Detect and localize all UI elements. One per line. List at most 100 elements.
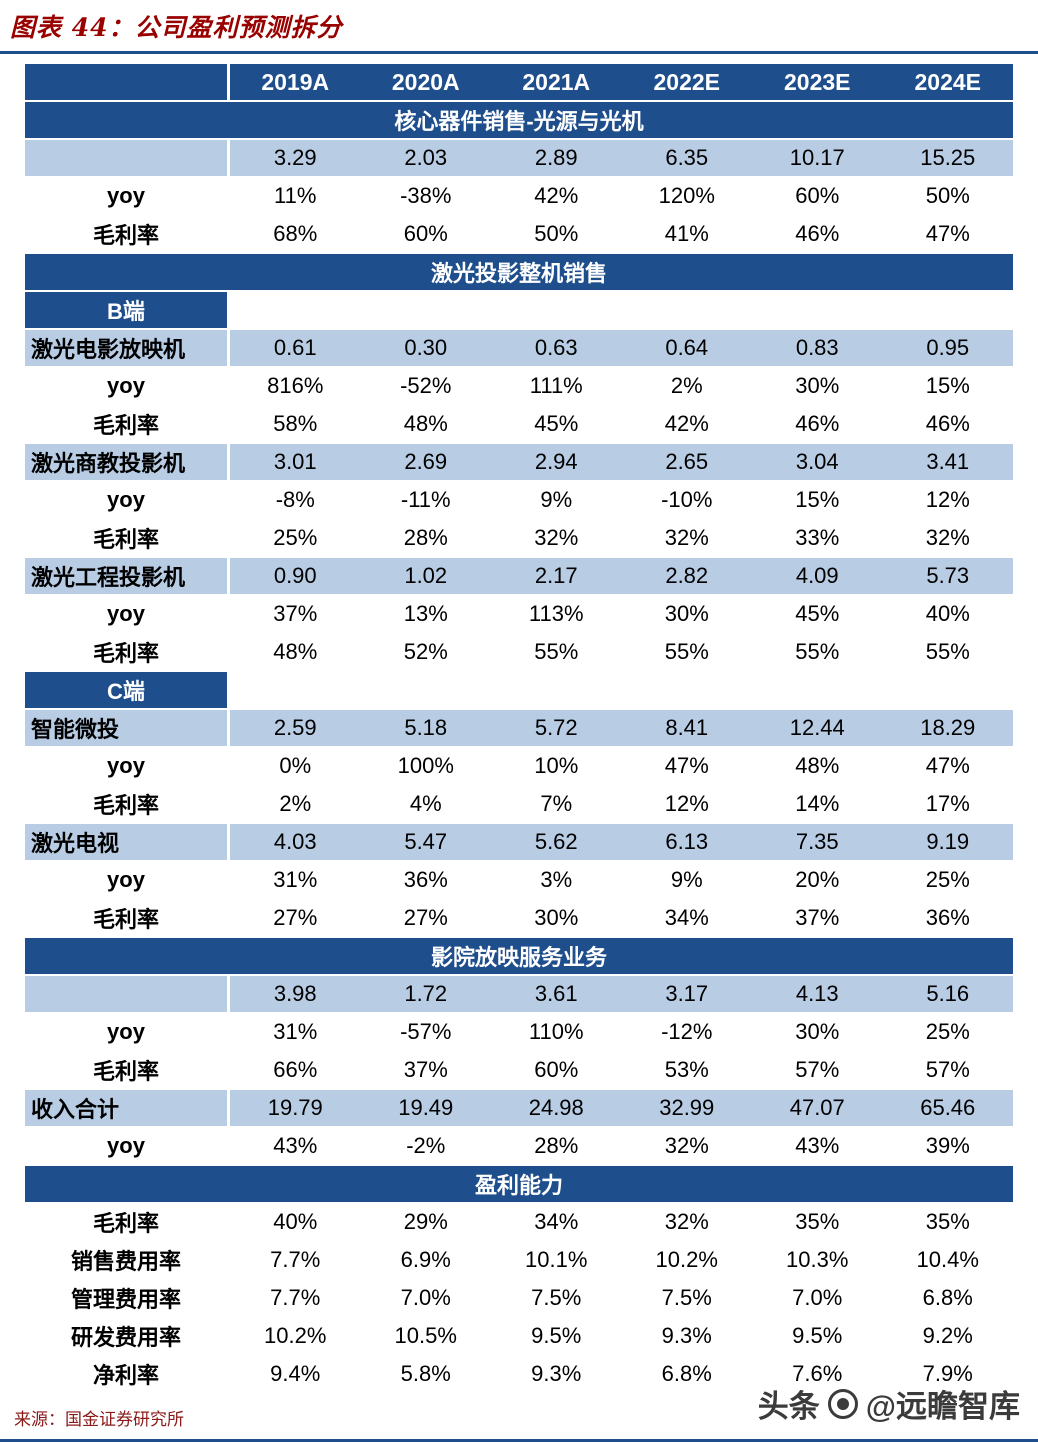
cell-value: 60% <box>491 1052 622 1088</box>
row-label: 毛利率 <box>25 406 230 442</box>
row-label: 毛利率 <box>25 1204 230 1240</box>
cell-value: 7.5% <box>621 1280 752 1316</box>
cell-value: 2.59 <box>230 710 361 746</box>
row-label: 毛利率 <box>25 786 230 822</box>
cell-value: 6.13 <box>621 824 752 860</box>
table-row: 销售费用率 7.7% 6.9% 10.1% 10.2% 10.3% 10.4% <box>25 1242 1013 1278</box>
cell-value: 28% <box>491 1128 622 1164</box>
table-row: yoy 0% 100% 10% 47% 48% 47% <box>25 748 1013 784</box>
cell-value: 28% <box>360 520 491 556</box>
table-row: yoy -8% -11% 9% -10% 15% 12% <box>25 482 1013 518</box>
cell-value: 34% <box>621 900 752 936</box>
subsection-filler <box>230 672 1013 708</box>
cell-value: 27% <box>360 900 491 936</box>
cell-value: 4.09 <box>752 558 883 594</box>
table-row: 管理费用率 7.7% 7.0% 7.5% 7.5% 7.0% 6.8% <box>25 1280 1013 1316</box>
cell-value: 19.79 <box>230 1090 361 1126</box>
row-label: 收入合计 <box>25 1090 230 1126</box>
cell-value: 60% <box>752 178 883 214</box>
table-row: 激光电视 4.03 5.47 5.62 6.13 7.35 9.19 <box>25 824 1013 860</box>
cell-value: 3.04 <box>752 444 883 480</box>
cell-value: 2% <box>621 368 752 404</box>
cell-value: 50% <box>491 216 622 252</box>
cell-value: 10.4% <box>882 1242 1013 1278</box>
watermark-logo-icon <box>827 1388 858 1419</box>
watermark: 头条 @远瞻智库 <box>758 1381 1020 1426</box>
cell-value: 10.2% <box>621 1242 752 1278</box>
row-label <box>25 976 230 1012</box>
cell-value: 31% <box>230 1014 361 1050</box>
watermark-brand: 头条 <box>757 1389 820 1424</box>
cell-value: 55% <box>752 634 883 670</box>
cell-value: 33% <box>752 520 883 556</box>
row-label: yoy <box>25 1014 230 1050</box>
row-label: 毛利率 <box>25 216 230 252</box>
cell-value: 35% <box>882 1204 1013 1240</box>
cell-value: 0% <box>230 748 361 784</box>
cell-value: 120% <box>621 178 752 214</box>
cell-value: 0.90 <box>230 558 361 594</box>
source-note: 来源：国金证券研究所 <box>14 1410 184 1429</box>
cell-value: 42% <box>621 406 752 442</box>
footer-divider <box>0 1439 1038 1442</box>
row-label: yoy <box>25 596 230 632</box>
row-label: yoy <box>25 748 230 784</box>
row-label: 毛利率 <box>25 634 230 670</box>
cell-value: 8.41 <box>621 710 752 746</box>
table-row: 净利率 9.4% 5.8% 9.3% 6.8% 7.6% 7.9% <box>25 1356 1013 1392</box>
cell-value: -52% <box>360 368 491 404</box>
cell-value: 9.5% <box>752 1318 883 1354</box>
cell-value: 4% <box>360 786 491 822</box>
cell-value: 9% <box>491 482 622 518</box>
cell-value: 48% <box>752 748 883 784</box>
year-header: 2024E <box>882 64 1013 100</box>
cell-value: 7.35 <box>752 824 883 860</box>
cell-value: 10.3% <box>752 1242 883 1278</box>
cell-value: 12% <box>621 786 752 822</box>
cell-value: 40% <box>230 1204 361 1240</box>
row-label: yoy <box>25 482 230 518</box>
cell-value: 6.9% <box>360 1242 491 1278</box>
cell-value: 17% <box>882 786 1013 822</box>
cell-value: 25% <box>882 1014 1013 1050</box>
table-row: yoy 31% -57% 110% -12% 30% 25% <box>25 1014 1013 1050</box>
cell-value: 9.4% <box>230 1356 361 1392</box>
cell-value: 55% <box>491 634 622 670</box>
cell-value: 7.9% <box>882 1356 1013 1392</box>
cell-value: 35% <box>752 1204 883 1240</box>
table-row: yoy 31% 36% 3% 9% 20% 25% <box>25 862 1013 898</box>
cell-value: 0.61 <box>230 330 361 366</box>
cell-value: 110% <box>491 1014 622 1050</box>
cell-value: 37% <box>230 596 361 632</box>
row-label: 激光工程投影机 <box>25 558 230 594</box>
section-header: 影院放映服务业务 <box>25 938 1013 974</box>
cell-value: 57% <box>752 1052 883 1088</box>
table-row: 激光商教投影机 3.01 2.69 2.94 2.65 3.04 3.41 <box>25 444 1013 480</box>
cell-value: 0.30 <box>360 330 491 366</box>
cell-value: 15% <box>752 482 883 518</box>
table-row: 毛利率 58% 48% 45% 42% 46% 46% <box>25 406 1013 442</box>
table-row: yoy 11% -38% 42% 120% 60% 50% <box>25 178 1013 214</box>
cell-value: 46% <box>882 406 1013 442</box>
cell-value: 20% <box>752 862 883 898</box>
cell-value: 55% <box>621 634 752 670</box>
cell-value: 58% <box>230 406 361 442</box>
cell-value: 65.46 <box>882 1090 1013 1126</box>
cell-value: 32% <box>621 1128 752 1164</box>
cell-value: 816% <box>230 368 361 404</box>
cell-value: 6.8% <box>882 1280 1013 1316</box>
cell-value: 10.2% <box>230 1318 361 1354</box>
cell-value: 0.64 <box>621 330 752 366</box>
subsection-header: C端 <box>25 672 230 708</box>
cell-value: 2.89 <box>491 140 622 176</box>
cell-value: 37% <box>752 900 883 936</box>
table-row: C端 <box>25 672 1013 708</box>
cell-value: 41% <box>621 216 752 252</box>
cell-value: 10% <box>491 748 622 784</box>
table-row: 激光电影放映机 0.61 0.30 0.63 0.64 0.83 0.95 <box>25 330 1013 366</box>
row-label: 激光商教投影机 <box>25 444 230 480</box>
row-label: yoy <box>25 178 230 214</box>
cell-value: 57% <box>882 1052 1013 1088</box>
table-row: 毛利率 27% 27% 30% 34% 37% 36% <box>25 900 1013 936</box>
table-row: B端 <box>25 292 1013 328</box>
